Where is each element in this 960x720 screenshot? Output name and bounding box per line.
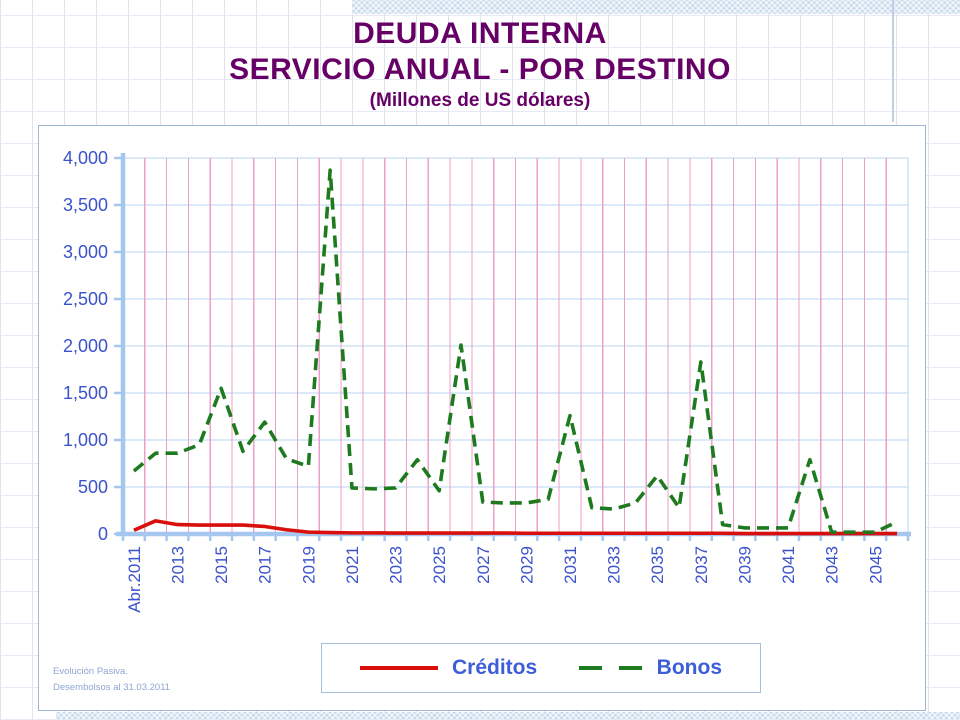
legend-label-bonos: Bonos xyxy=(656,656,722,679)
svg-text:2027: 2027 xyxy=(474,546,493,584)
title-subtitle: (Millones de US dólares) xyxy=(369,90,591,111)
svg-text:1,500: 1,500 xyxy=(63,383,108,403)
bonos-line-sample xyxy=(578,666,643,670)
template-bottom-strip xyxy=(56,712,960,720)
svg-text:2035: 2035 xyxy=(648,546,667,584)
svg-text:2021: 2021 xyxy=(343,546,362,584)
svg-text:2,500: 2,500 xyxy=(63,289,108,309)
svg-text:2033: 2033 xyxy=(605,546,624,584)
svg-text:2019: 2019 xyxy=(299,546,318,584)
svg-text:2017: 2017 xyxy=(256,546,275,584)
svg-text:2037: 2037 xyxy=(692,546,711,584)
svg-text:2043: 2043 xyxy=(823,546,842,584)
svg-text:2041: 2041 xyxy=(779,546,798,584)
svg-text:2013: 2013 xyxy=(169,546,188,584)
footnote-line-2: Desembolsos al 31.03.2011 xyxy=(53,682,171,693)
svg-text:3,500: 3,500 xyxy=(63,195,108,215)
title-line-1: DEUDA INTERNA xyxy=(353,17,607,50)
creditos-line-sample xyxy=(360,666,438,670)
svg-text:1,000: 1,000 xyxy=(63,430,108,450)
svg-text:4,000: 4,000 xyxy=(63,148,108,168)
chart-legend: Créditos Bonos xyxy=(321,643,761,693)
svg-text:2029: 2029 xyxy=(517,546,536,584)
slide-title: DEUDA INTERNA SERVICIO ANUAL - POR DESTI… xyxy=(0,16,960,114)
svg-text:2015: 2015 xyxy=(212,546,231,584)
svg-text:2,000: 2,000 xyxy=(63,336,108,356)
svg-text:2045: 2045 xyxy=(866,546,885,584)
svg-text:2025: 2025 xyxy=(430,546,449,584)
svg-text:500: 500 xyxy=(78,477,108,497)
svg-text:2023: 2023 xyxy=(387,546,406,584)
title-line-2: SERVICIO ANUAL - POR DESTINO xyxy=(229,53,731,86)
chart-panel: 0 500 1,000 1,500 2,000 2,500 3,000 3,500 4,000 A… xyxy=(38,125,926,711)
svg-text:2031: 2031 xyxy=(561,546,580,584)
svg-text:3,000: 3,000 xyxy=(63,242,108,262)
legend-item-creditos: Créditos xyxy=(360,656,537,680)
chart-footnote: Evolución Pasiva. Desembolsos al 31.03.2… xyxy=(53,664,170,696)
legend-item-bonos: Bonos xyxy=(578,656,722,680)
legend-label-creditos: Créditos xyxy=(452,656,538,679)
template-accent-line xyxy=(892,0,894,122)
svg-text:Abr.2011: Abr.2011 xyxy=(125,546,144,613)
footnote-line-1: Evolución Pasiva. xyxy=(53,666,128,677)
svg-text:2039: 2039 xyxy=(735,546,754,584)
template-top-strip xyxy=(352,0,960,14)
svg-text:0: 0 xyxy=(98,524,108,544)
chart-canvas: 0 500 1,000 1,500 2,000 2,500 3,000 3,500 4,000 A… xyxy=(63,148,911,613)
